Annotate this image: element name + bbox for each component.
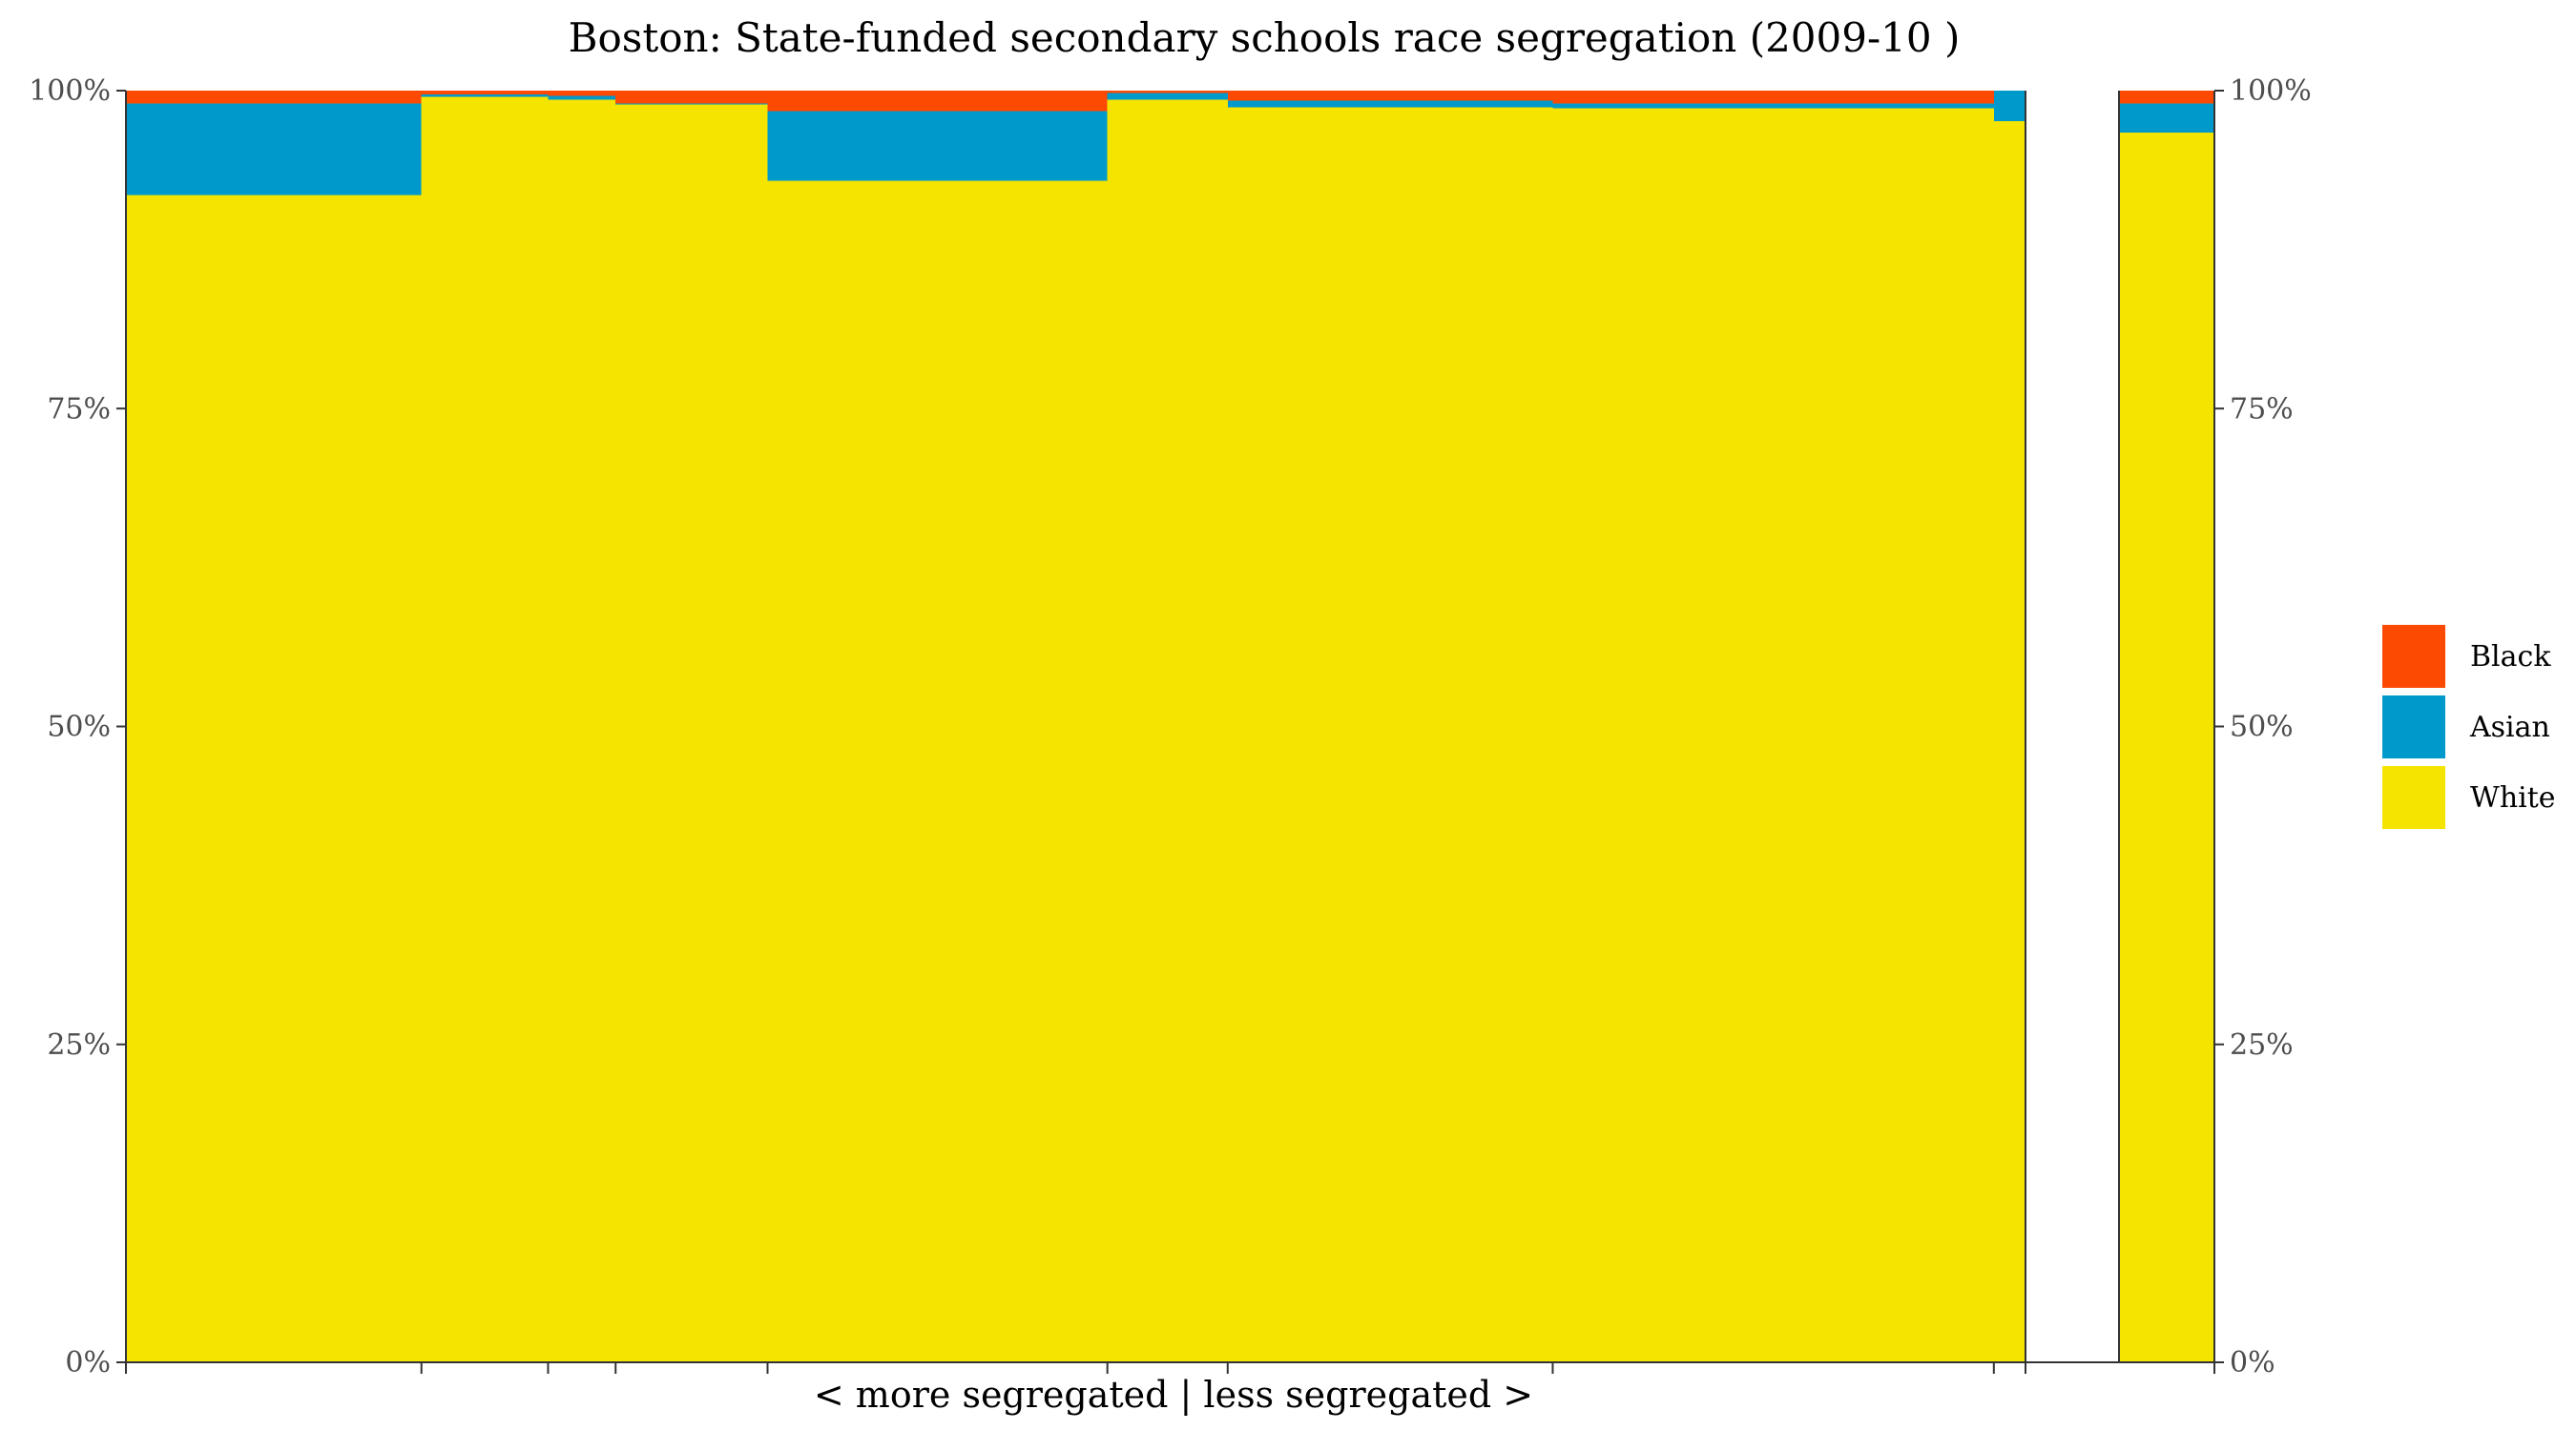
aggregate-asian-segment — [2119, 103, 2214, 133]
school-2-asian-segment — [421, 93, 549, 97]
school-8-white-segment — [1552, 108, 1994, 1363]
school-6-black-segment — [1107, 91, 1228, 93]
right-y-tick-label: 100% — [2230, 74, 2312, 108]
right-y-tick-label: 25% — [2230, 1028, 2294, 1062]
school-6-white-segment — [1107, 99, 1228, 1362]
school-9-asian-segment — [1993, 91, 2025, 121]
left-y-tick-label: 75% — [47, 392, 111, 425]
right-y-tick-label: 0% — [2230, 1346, 2275, 1379]
school-2-white-segment — [421, 96, 549, 1362]
school-1-black-segment — [126, 91, 422, 104]
school-4-white-segment — [615, 104, 768, 1363]
school-5-asian-segment — [767, 111, 1108, 181]
school-5-white-segment — [767, 180, 1108, 1362]
school-4-black-segment — [615, 91, 768, 104]
chart-title: Boston: State-funded secondary schools r… — [569, 14, 1961, 61]
school-2-black-segment — [421, 91, 549, 94]
bars-layer — [126, 91, 2214, 1363]
x-axis-label: < more segregated | less segregated > — [814, 1374, 1533, 1416]
left-y-tick-label: 25% — [47, 1028, 111, 1062]
school-9-white-segment — [1993, 120, 2025, 1363]
school-4-asian-segment — [615, 103, 768, 105]
legend: Black Asian White — [2382, 625, 2556, 829]
school-7-white-segment — [1227, 107, 1553, 1363]
left-y-tick-label: 0% — [65, 1346, 111, 1379]
school-3-black-segment — [548, 91, 616, 96]
legend-key-asian — [2382, 695, 2445, 758]
school-3-asian-segment — [548, 95, 616, 100]
right-y-tick-label: 75% — [2230, 392, 2294, 425]
school-7-asian-segment — [1227, 100, 1553, 108]
legend-label-white: White — [2470, 781, 2556, 815]
school-8-black-segment — [1552, 91, 1994, 104]
legend-label-asian: Asian — [2469, 711, 2550, 744]
school-8-asian-segment — [1552, 103, 1994, 109]
school-3-white-segment — [548, 99, 616, 1362]
school-6-asian-segment — [1107, 93, 1228, 100]
aggregate-black-segment — [2119, 91, 2214, 104]
school-7-black-segment — [1227, 91, 1553, 101]
legend-key-white — [2382, 766, 2445, 829]
legend-key-black — [2382, 625, 2445, 688]
school-5-black-segment — [767, 91, 1108, 112]
right-y-tick-label: 50% — [2230, 711, 2294, 744]
legend-label-black: Black — [2470, 640, 2551, 674]
left-y-tick-label: 50% — [47, 711, 111, 744]
school-1-asian-segment — [126, 103, 422, 196]
axes-layer: 0% 0% 25% 25% 50% 50% 75% 75% 100% 100% — [29, 74, 2312, 1379]
school-1-white-segment — [126, 195, 422, 1362]
aggregate-white-segment — [2119, 132, 2214, 1362]
left-y-tick-label: 100% — [29, 74, 111, 108]
